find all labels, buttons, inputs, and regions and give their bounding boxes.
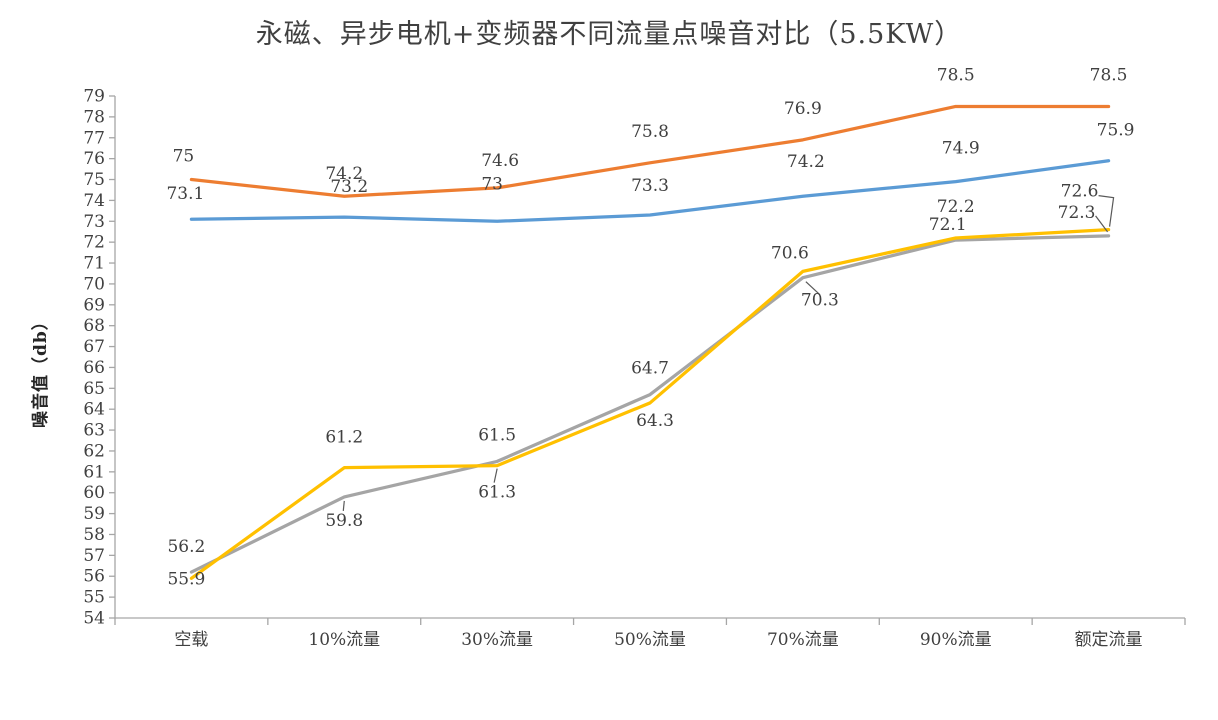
y-tick-label: 72	[83, 233, 105, 253]
x-category-label: 10%流量	[308, 630, 380, 650]
y-tick-label: 68	[83, 316, 105, 336]
data-label-leader	[1098, 195, 1115, 227]
data-label-gray: 72.1	[929, 215, 967, 235]
y-tick-label: 55	[83, 588, 105, 608]
data-label-blue: 74.2	[787, 152, 825, 172]
y-tick-label: 64	[83, 400, 105, 420]
data-label-blue: 74.9	[942, 139, 980, 159]
x-category-label: 空载	[174, 630, 208, 650]
y-tick-label: 70	[83, 274, 105, 294]
y-tick-label: 75	[83, 170, 105, 190]
data-label-yellow: 61.3	[478, 483, 516, 503]
y-tick-label: 69	[83, 295, 105, 315]
y-tick-label: 63	[83, 421, 105, 441]
x-category-label: 50%流量	[614, 630, 686, 650]
y-tick-label: 65	[83, 379, 105, 399]
y-tick-label: 54	[83, 609, 105, 629]
data-label-gray: 70.3	[801, 291, 839, 311]
data-label-gray: 61.5	[478, 425, 516, 445]
series-line-gray	[189, 234, 1111, 574]
y-tick-label: 74	[83, 191, 105, 211]
y-tick-label: 79	[83, 87, 105, 107]
data-label-blue: 73	[481, 174, 503, 194]
data-label-yellow: 70.6	[771, 243, 809, 263]
y-axis-title: 噪音值（db）	[31, 312, 51, 428]
data-label-blue: 75.9	[1097, 121, 1135, 141]
y-tick-label: 61	[83, 462, 105, 482]
data-label-leader	[1095, 215, 1109, 233]
data-label-gray: 72.3	[1058, 203, 1096, 223]
y-tick-label: 62	[83, 441, 105, 461]
y-tick-label: 66	[83, 358, 105, 378]
data-label-blue: 73.1	[166, 184, 204, 204]
y-tick-label: 56	[83, 567, 105, 587]
data-label-orange: 78.5	[1090, 65, 1128, 85]
data-label-orange: 78.5	[937, 65, 975, 85]
series-line-orange	[189, 104, 1111, 198]
series-line-blue	[189, 159, 1111, 223]
data-label-leader	[805, 281, 821, 296]
chart-title: 永磁、异步电机+变频器不同流量点噪音对比（5.5KW）	[255, 19, 963, 50]
x-category-label: 90%流量	[920, 630, 992, 650]
y-tick-label: 78	[83, 107, 105, 127]
y-tick-label: 77	[83, 128, 105, 148]
y-tick-label: 59	[83, 504, 105, 524]
data-label-yellow: 55.9	[167, 569, 205, 589]
x-category-label: 70%流量	[767, 630, 839, 650]
y-tick-label: 58	[83, 525, 105, 545]
data-label-blue: 73.3	[631, 176, 669, 196]
y-tick-label: 71	[83, 254, 105, 274]
data-label-gray: 64.7	[631, 359, 669, 379]
data-label-blue: 73.2	[330, 177, 368, 197]
data-label-orange: 74.2	[325, 164, 363, 184]
data-label-yellow: 72.2	[937, 197, 975, 217]
data-label-yellow: 64.3	[636, 411, 674, 431]
data-label-gray: 56.2	[167, 537, 205, 557]
data-label-orange: 75.8	[631, 122, 669, 142]
y-tick-label: 67	[83, 337, 105, 357]
data-label-leader	[342, 500, 345, 511]
data-label-orange: 76.9	[784, 99, 822, 119]
data-label-gray: 59.8	[325, 511, 363, 531]
y-tick-label: 76	[83, 149, 105, 169]
data-label-yellow: 61.2	[325, 428, 363, 448]
series-line-yellow	[189, 228, 1111, 580]
data-label-orange: 74.6	[481, 151, 519, 171]
data-label-orange: 75	[173, 147, 195, 167]
y-tick-label: 73	[83, 212, 105, 232]
y-tick-label: 57	[83, 546, 105, 566]
data-label-yellow: 72.6	[1061, 182, 1099, 202]
y-tick-label: 60	[83, 483, 105, 503]
x-category-label: 30%流量	[461, 630, 533, 650]
data-label-leader	[493, 468, 498, 483]
x-category-label: 额定流量	[1075, 630, 1143, 650]
